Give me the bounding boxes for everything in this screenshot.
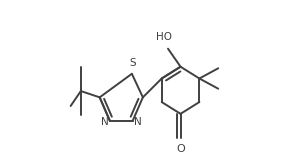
Text: N: N [134, 117, 142, 127]
Text: O: O [176, 144, 185, 154]
Text: S: S [129, 57, 136, 68]
Text: HO: HO [156, 32, 172, 42]
Text: N: N [100, 117, 108, 127]
